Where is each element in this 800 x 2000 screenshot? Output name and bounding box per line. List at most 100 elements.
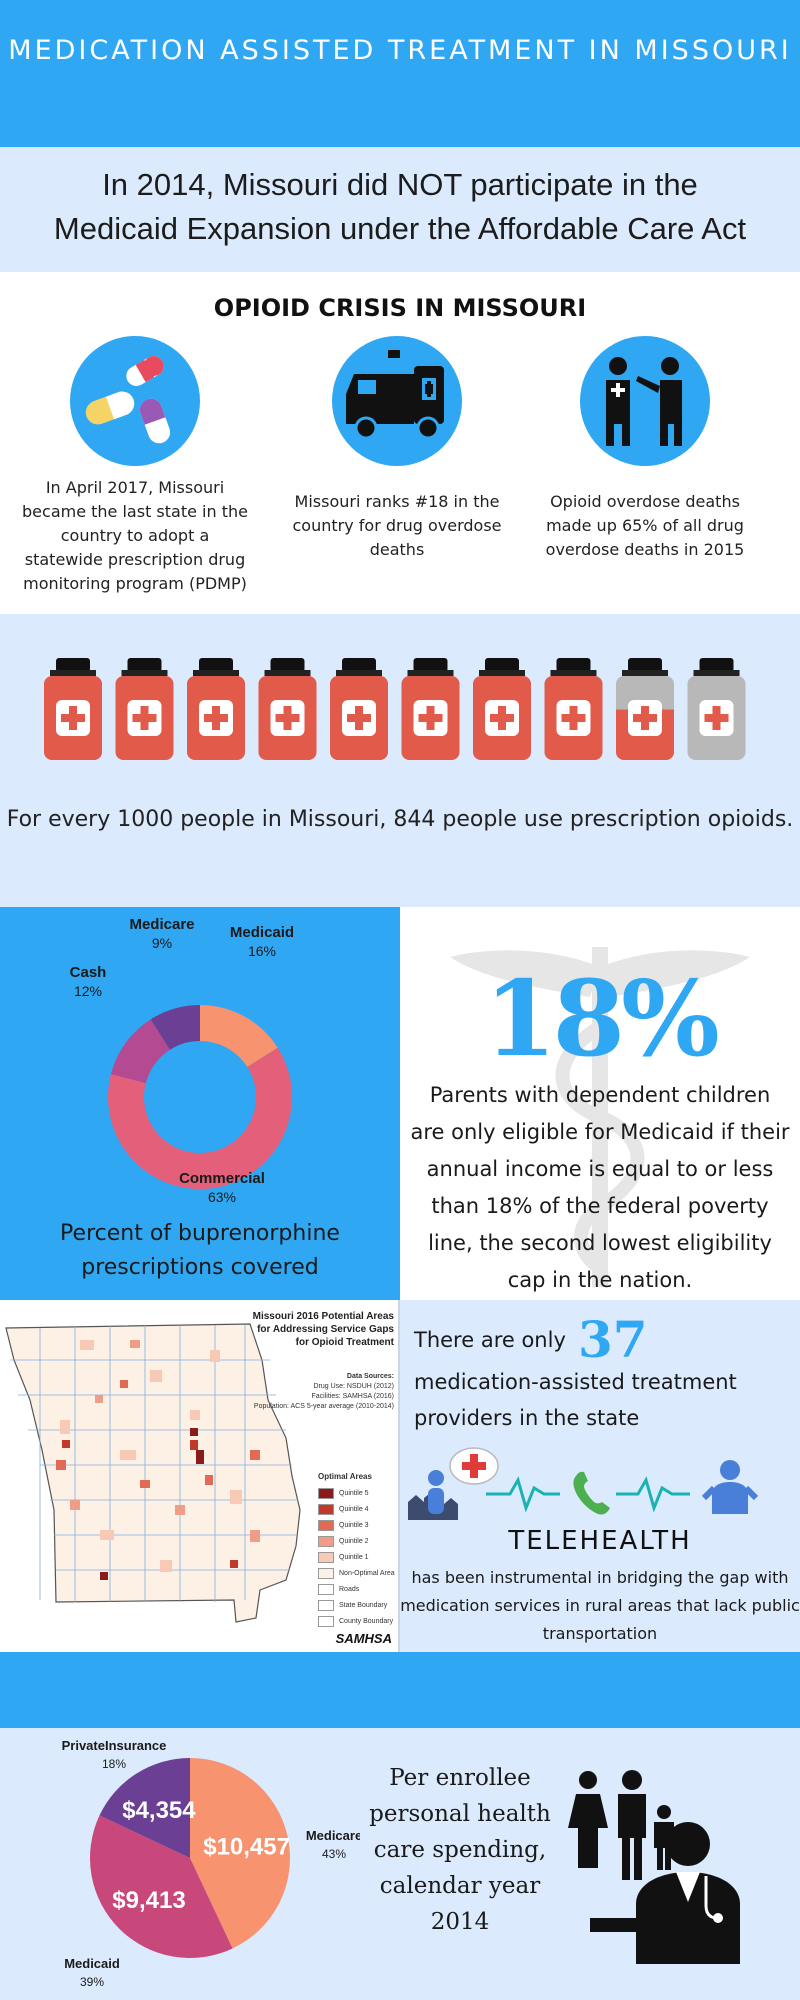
bottle-icon <box>401 658 460 760</box>
pie-percent-label: 43% <box>322 1847 346 1861</box>
providers-text: medication-assisted treatment providers … <box>414 1364 794 1436</box>
phone-icon <box>573 1471 610 1515</box>
legend-swatch <box>318 1503 334 1515</box>
legend-item: Quintile 5 <box>318 1485 398 1501</box>
legend-item: Quintile 2 <box>318 1533 398 1549</box>
patient-icon <box>428 1470 444 1486</box>
legend-label: Quintile 4 <box>339 1505 369 1513</box>
legend-item: Quintile 4 <box>318 1501 398 1517</box>
spending-section: $10,457 Medicare 43% $9,413 Medicaid 39% $4,35… <box>0 1728 800 2000</box>
spending-pie: $10,457 Medicare 43% $9,413 Medicaid 39% $4,35… <box>62 1738 360 1989</box>
service-gaps-map: Missouri 2016 Potential Areas for Addres… <box>0 1300 400 1652</box>
map-source-2: Facilities: SAMHSA (2016) <box>311 1393 394 1400</box>
opioid-use-fact: For every 1000 people in Missouri, 844 p… <box>6 807 794 832</box>
spending-caption: Per enrollee personal health care spendi… <box>369 1765 551 1935</box>
heartbeat-line-icon <box>486 1476 560 1513</box>
medicaid-expansion-banner: In 2014, Missouri did NOT participate in… <box>0 147 800 272</box>
donut-value-label: 9% <box>152 935 172 951</box>
donut-label: Medicaid <box>230 924 294 941</box>
bottle-icon <box>115 658 174 760</box>
legend-label: Quintile 3 <box>339 1521 369 1529</box>
legend-label: Quintile 1 <box>339 1553 369 1561</box>
legend-swatch <box>318 1615 334 1627</box>
pdmp-fact: In April 2017, Missouri became the last … <box>22 478 248 593</box>
bottle-icon <box>473 658 531 760</box>
family-doctor-icon <box>568 1770 740 1964</box>
legend-item: Non-Optimal Area <box>318 1565 398 1581</box>
missouri-map <box>5 1323 301 1623</box>
map-legend: Optimal Areas Quintile 5 Quintile 4 Quinti… <box>318 1472 398 1629</box>
legend-item: County Boundary <box>318 1613 398 1629</box>
donut-value-label: 63% <box>208 1189 236 1205</box>
legend-item: State Boundary <box>318 1597 398 1613</box>
legend-swatch <box>318 1551 334 1563</box>
donut-slice-cash <box>110 1019 170 1084</box>
opioid-bottles-section: For every 1000 people in Missouri, 844 p… <box>0 614 800 907</box>
pie-amount-label: $10,457 <box>203 1833 290 1860</box>
page-title: MEDICATION ASSISTED TREATMENT IN MISSOUR… <box>8 35 792 66</box>
donut-value-label: 16% <box>248 943 276 959</box>
legend-item: Quintile 3 <box>318 1517 398 1533</box>
pie-percent-label: 39% <box>80 1975 104 1989</box>
legend-label: Roads <box>339 1585 360 1593</box>
map-source-3: Population: ACS 5-year average (2010-201… <box>253 1403 394 1410</box>
legend-title: Optimal Areas <box>318 1472 372 1481</box>
providers-prefix: There are only <box>414 1328 566 1352</box>
medicaid-line-1: In 2014, Missouri did NOT participate in… <box>102 167 698 202</box>
pills-icon <box>70 336 200 466</box>
map-title-2: for Addressing Service Gaps <box>257 1324 394 1335</box>
pie-category-label: Medicaid <box>64 1956 120 1971</box>
pie-slice-medicaid <box>90 1815 233 1958</box>
donut-slice-medicare <box>150 1005 200 1050</box>
header-banner: MEDICATION ASSISTED TREATMENT IN MISSOUR… <box>0 0 800 147</box>
bottle-icon <box>44 658 102 760</box>
legend-swatch <box>318 1535 334 1547</box>
legend-label: Non-Optimal Area <box>339 1569 395 1577</box>
caduceus-icon <box>450 947 750 1287</box>
legend-swatch <box>318 1519 334 1531</box>
donut-slice-commercial <box>108 1047 293 1189</box>
pie-percent-label: 18% <box>102 1757 126 1771</box>
overdose-rank-fact: Missouri ranks #18 in the country for dr… <box>292 492 502 559</box>
samhsa-logo: SAMHSA <box>335 1631 392 1646</box>
eligibility-text: Parents with dependent children are only… <box>410 1083 790 1292</box>
legend-label: County Boundary <box>339 1617 394 1625</box>
pie-amount-label: $9,413 <box>112 1887 185 1914</box>
bottle-icon <box>544 658 603 760</box>
bottle-icon <box>616 658 674 760</box>
legend-label: Quintile 5 <box>339 1489 369 1497</box>
map-sources-heading: Data Sources: <box>346 1373 394 1380</box>
buprenorphine-chart: Medicaid 16% Commercial 63% Cash 12% Medicare 9… <box>0 907 400 1300</box>
opioid-crisis-section: OPIOID CRISIS IN MISSOURI In April 2017,… <box>0 272 800 614</box>
medicaid-eligibility: 18% Parents with dependent children are … <box>400 907 800 1300</box>
providers-line-3: providers in the state <box>414 1406 640 1430</box>
legend-item: Roads <box>318 1581 398 1597</box>
donut-label: Commercial <box>179 1170 265 1187</box>
divider-band <box>0 1652 800 1728</box>
telehealth-label: TELEHEALTH <box>508 1526 692 1556</box>
pie-amount-label: $4,354 <box>122 1797 196 1824</box>
legend-swatch <box>318 1583 334 1595</box>
donut-slice-medicaid <box>200 1005 278 1067</box>
legend-label: Quintile 2 <box>339 1537 369 1545</box>
pie-slice-medicare <box>190 1758 290 1949</box>
bottle-icon <box>258 658 317 760</box>
donut-value-label: 12% <box>74 983 102 999</box>
medicaid-line-2: Medicaid Expansion under the Affordable … <box>53 211 747 246</box>
legend-swatch <box>318 1487 334 1499</box>
pie-category-label: Medicare <box>306 1828 360 1843</box>
doctor-patient-icon <box>580 336 710 466</box>
opioid-crisis-heading: OPIOID CRISIS IN MISSOURI <box>213 294 587 322</box>
overdose-share-fact: Opioid overdose deaths made up 65% of al… <box>545 492 745 559</box>
providers-line-2: medication-assisted treatment <box>414 1370 737 1394</box>
telehealth-illustration <box>408 1447 759 1520</box>
buprenorphine-donut: Medicaid 16% Commercial 63% Cash 12% Medicare 9… <box>70 916 294 1205</box>
donut-label: Medicare <box>129 916 194 933</box>
bottle-row <box>44 658 746 760</box>
telehealth-text: has been instrumental in bridging the ga… <box>400 1568 800 1643</box>
buprenorphine-caption: Percent of buprenorphine prescriptions c… <box>60 1221 340 1280</box>
legend-label: State Boundary <box>339 1601 388 1609</box>
pie-slice-privateinsurance <box>99 1758 190 1858</box>
map-title-3: for Opioid Treatment <box>295 1337 394 1348</box>
bottle-icon <box>330 658 388 760</box>
